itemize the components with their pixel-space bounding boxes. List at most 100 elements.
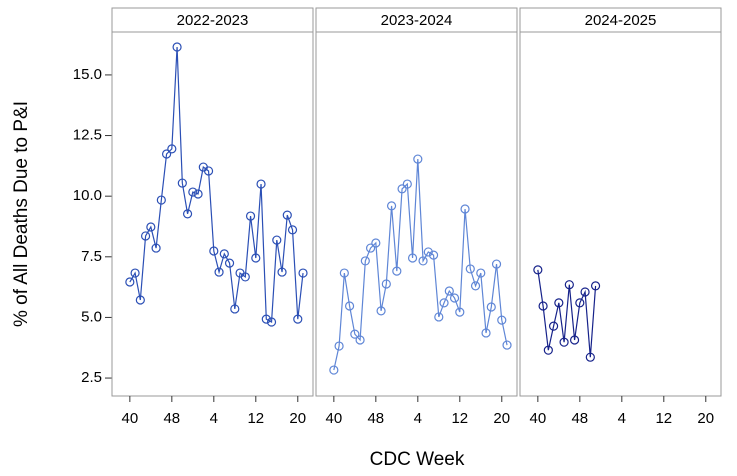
point bbox=[439, 298, 449, 308]
point bbox=[193, 189, 203, 199]
point bbox=[590, 281, 601, 291]
point bbox=[476, 268, 486, 278]
point bbox=[407, 253, 418, 263]
point bbox=[486, 302, 496, 312]
point bbox=[481, 328, 491, 338]
y-axis-title: % of All Deaths Due to P&I bbox=[11, 101, 32, 327]
point bbox=[167, 144, 177, 154]
point bbox=[203, 166, 214, 176]
point bbox=[533, 265, 543, 275]
panel-title: 2024-2025 bbox=[585, 12, 657, 29]
point bbox=[365, 243, 376, 253]
point bbox=[272, 235, 282, 245]
point bbox=[151, 243, 161, 253]
y-tick-label: 5.0 bbox=[81, 308, 102, 325]
point bbox=[182, 209, 193, 219]
series-line bbox=[129, 47, 304, 324]
point bbox=[428, 250, 439, 260]
point bbox=[135, 295, 145, 305]
point bbox=[418, 256, 428, 266]
point bbox=[287, 225, 298, 235]
point bbox=[491, 259, 502, 269]
point bbox=[580, 287, 590, 297]
point bbox=[423, 247, 433, 257]
panel-title: 2023-2024 bbox=[381, 12, 453, 29]
point bbox=[214, 267, 224, 277]
point bbox=[224, 258, 235, 268]
point bbox=[413, 154, 423, 164]
point bbox=[543, 345, 553, 355]
y-tick-label: 15.0 bbox=[73, 66, 102, 83]
x-tick-label: 4 bbox=[414, 410, 422, 427]
point bbox=[569, 335, 580, 345]
series-line bbox=[333, 159, 508, 371]
point bbox=[585, 352, 595, 362]
point bbox=[554, 298, 564, 308]
point bbox=[219, 249, 229, 259]
point bbox=[502, 340, 512, 350]
point bbox=[559, 337, 569, 347]
point bbox=[497, 315, 507, 325]
panel-title: 2022-2023 bbox=[177, 12, 249, 29]
point bbox=[339, 268, 349, 278]
x-tick-label: 48 bbox=[571, 410, 588, 427]
point bbox=[177, 178, 187, 188]
x-tick-label: 20 bbox=[493, 410, 510, 427]
point bbox=[172, 42, 182, 52]
x-tick-label: 48 bbox=[367, 410, 384, 427]
point bbox=[146, 222, 156, 232]
point bbox=[282, 210, 292, 220]
series-line bbox=[537, 269, 597, 358]
point bbox=[293, 314, 303, 324]
point bbox=[334, 341, 344, 351]
x-tick-label: 40 bbox=[529, 410, 546, 427]
y-tick-label: 10.0 bbox=[73, 187, 102, 204]
panel-frame bbox=[519, 31, 722, 397]
panel-frame bbox=[315, 31, 518, 397]
x-tick-label: 20 bbox=[289, 410, 306, 427]
point bbox=[344, 301, 355, 311]
point bbox=[209, 246, 219, 256]
x-tick-label: 12 bbox=[655, 410, 672, 427]
y-tick-label: 7.5 bbox=[81, 248, 102, 265]
point bbox=[371, 238, 381, 248]
point bbox=[470, 281, 481, 291]
point bbox=[140, 231, 151, 241]
point bbox=[444, 286, 454, 296]
point bbox=[455, 307, 465, 317]
point bbox=[261, 314, 271, 324]
point bbox=[434, 312, 444, 322]
panel-frame bbox=[111, 31, 314, 397]
y-tick-label: 12.5 bbox=[73, 127, 102, 144]
point bbox=[360, 256, 370, 266]
point bbox=[188, 187, 198, 197]
point bbox=[161, 149, 172, 159]
point bbox=[402, 179, 412, 189]
point bbox=[381, 279, 391, 289]
x-tick-label: 48 bbox=[163, 410, 180, 427]
point bbox=[298, 268, 308, 278]
x-tick-label: 12 bbox=[247, 410, 264, 427]
point bbox=[460, 204, 470, 214]
x-tick-label: 12 bbox=[451, 410, 468, 427]
x-tick-label: 40 bbox=[325, 410, 342, 427]
point bbox=[350, 329, 360, 339]
point bbox=[376, 306, 386, 316]
point bbox=[397, 184, 407, 194]
strip bbox=[519, 7, 722, 33]
point bbox=[245, 211, 256, 221]
point bbox=[125, 277, 135, 287]
point bbox=[329, 365, 339, 375]
point bbox=[538, 301, 548, 311]
point bbox=[392, 266, 402, 276]
point bbox=[251, 253, 261, 263]
x-tick-label: 20 bbox=[697, 410, 714, 427]
x-tick-label: 4 bbox=[210, 410, 218, 427]
x-axis-title: CDC Week bbox=[370, 449, 465, 470]
point bbox=[240, 272, 250, 282]
x-tick-label: 40 bbox=[121, 410, 138, 427]
point bbox=[449, 293, 460, 303]
point bbox=[355, 335, 365, 345]
point bbox=[386, 201, 397, 211]
point bbox=[156, 195, 166, 205]
